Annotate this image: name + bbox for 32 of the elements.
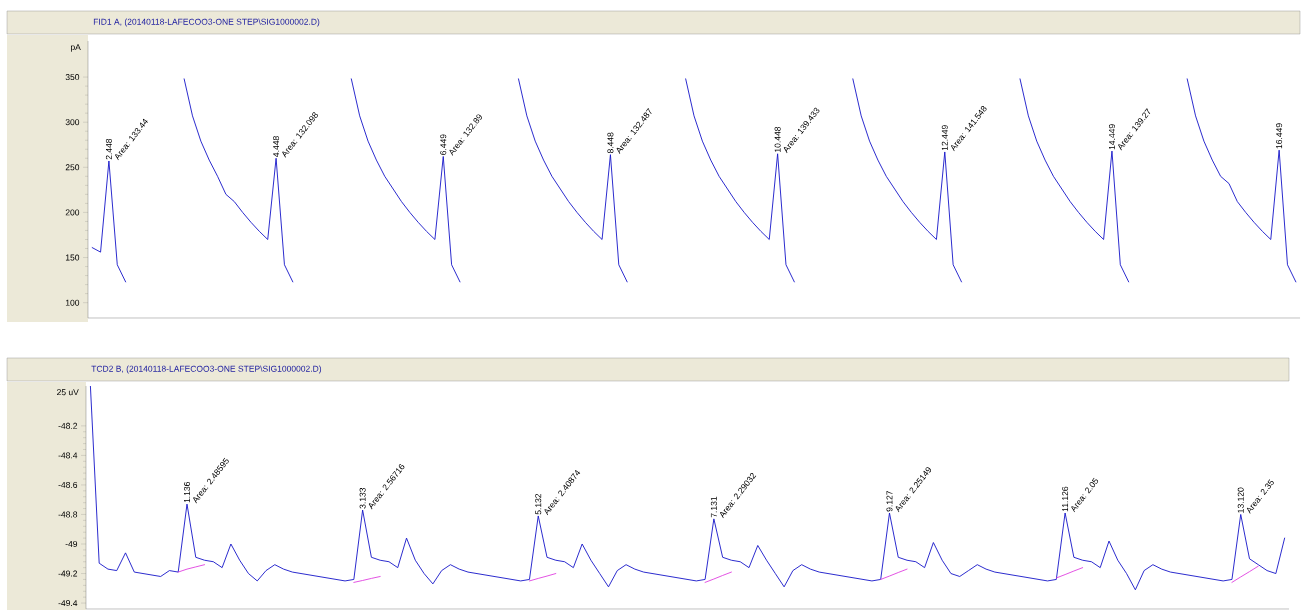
y-tick-label: -48.8 — [58, 511, 78, 518]
annotation: 7.131 — [710, 496, 717, 518]
y-axis-title: 25 uV — [57, 389, 79, 396]
annotation: 2.448 — [105, 138, 112, 160]
y-tick-label: -48.2 — [58, 422, 78, 429]
annotation: 3.133 — [359, 487, 366, 509]
annotation: 8.448 — [607, 132, 614, 154]
y-tick-label: 200 — [65, 209, 80, 216]
annotation: 14.449 — [1108, 124, 1115, 150]
y-tick-label: 100 — [65, 299, 80, 306]
annotation: 10.448 — [774, 126, 781, 152]
y-tick-label: 150 — [65, 254, 80, 261]
y-axis-title: pA — [70, 44, 81, 52]
annotation: 1.136 — [183, 482, 190, 503]
annotation: 11.126 — [1062, 486, 1069, 512]
annotation: 16.449 — [1276, 123, 1283, 149]
y-tick-label: -49 — [65, 540, 78, 548]
annotation: 5.132 — [535, 493, 542, 515]
annotation: 4.448 — [273, 136, 280, 157]
annotation: 13.120 — [1237, 487, 1244, 513]
y-tick-label: -48.4 — [58, 452, 78, 459]
annotation: 9.127 — [886, 490, 893, 512]
annotation: 6.449 — [440, 134, 447, 155]
chart-title: TCD2 B, (20140118-LAFECOO3-ONE STEP\SIG1000002.D) — [91, 365, 322, 374]
y-tick-label: -49.4 — [58, 600, 78, 607]
y-tick-label: -49.2 — [58, 570, 78, 577]
chart-title: FID1 A, (20140118-LAFECOO3-ONE STEP\SIG1000002.D) — [93, 18, 320, 27]
y-tick-label: 350 — [65, 74, 80, 81]
y-tick-label: 250 — [65, 164, 80, 171]
y-tick-label: 300 — [65, 119, 80, 126]
y-tick-label: -48.6 — [58, 481, 78, 488]
annotation: 12.449 — [941, 125, 948, 151]
